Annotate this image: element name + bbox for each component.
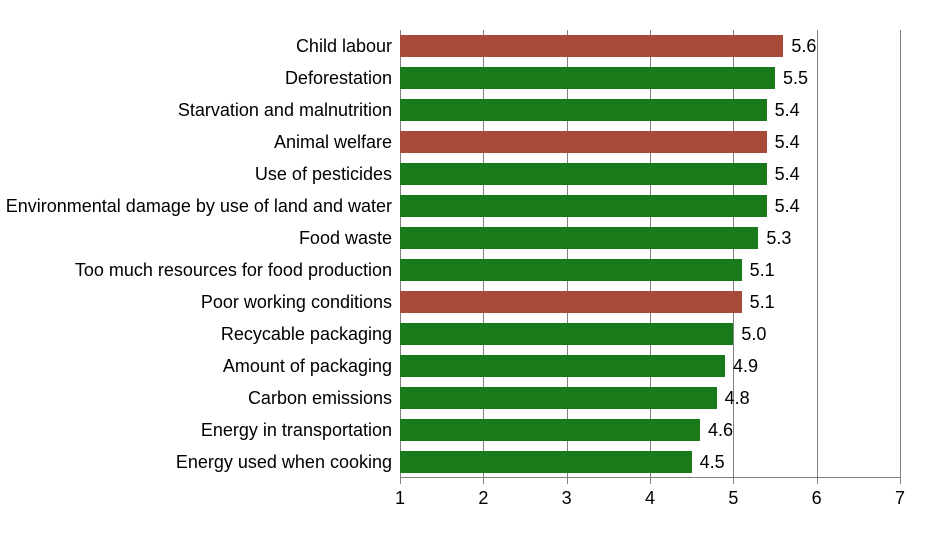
bar <box>400 67 775 89</box>
value-label: 5.4 <box>767 164 800 185</box>
value-label: 4.6 <box>700 420 733 441</box>
category-label: Deforestation <box>285 68 400 89</box>
bar-row: Carbon emissions4.8 <box>400 387 900 409</box>
bar <box>400 355 725 377</box>
bar-row: Use of pesticides5.4 <box>400 163 900 185</box>
bar <box>400 195 767 217</box>
bar <box>400 35 783 57</box>
bar-row: Too much resources for food production5.… <box>400 259 900 281</box>
value-label: 5.1 <box>742 260 775 281</box>
bar-row: Energy in transportation4.6 <box>400 419 900 441</box>
bar-row: Deforestation5.5 <box>400 67 900 89</box>
bar-row: Child labour5.6 <box>400 35 900 57</box>
bar <box>400 451 692 473</box>
bar-row: Animal welfare5.4 <box>400 131 900 153</box>
category-label: Environmental damage by use of land and … <box>6 196 400 217</box>
x-tick-mark <box>400 478 401 484</box>
x-tick-mark <box>817 478 818 484</box>
category-label: Recycable packaging <box>221 324 400 345</box>
gridline <box>400 30 401 478</box>
category-label: Energy used when cooking <box>176 452 400 473</box>
bar-row: Energy used when cooking4.5 <box>400 451 900 473</box>
value-label: 5.4 <box>767 100 800 121</box>
x-tick-label: 2 <box>478 488 488 509</box>
bar-row: Starvation and malnutrition5.4 <box>400 99 900 121</box>
bar-row: Food waste5.3 <box>400 227 900 249</box>
bar <box>400 131 767 153</box>
category-label: Child labour <box>296 36 400 57</box>
value-label: 5.3 <box>758 228 791 249</box>
category-label: Starvation and malnutrition <box>178 100 400 121</box>
value-label: 4.5 <box>692 452 725 473</box>
x-tick-mark <box>733 478 734 484</box>
value-label: 5.6 <box>783 36 816 57</box>
x-tick-mark <box>483 478 484 484</box>
category-label: Amount of packaging <box>223 356 400 377</box>
category-label: Use of pesticides <box>255 164 400 185</box>
bar <box>400 163 767 185</box>
bar-row: Poor working conditions5.1 <box>400 291 900 313</box>
value-label: 5.4 <box>767 132 800 153</box>
gridline <box>900 30 901 478</box>
bar <box>400 291 742 313</box>
category-label: Too much resources for food production <box>75 260 400 281</box>
x-tick-label: 6 <box>812 488 822 509</box>
category-label: Animal welfare <box>274 132 400 153</box>
category-label: Carbon emissions <box>248 388 400 409</box>
gridline <box>733 30 734 478</box>
category-label: Energy in transportation <box>201 420 400 441</box>
value-label: 5.4 <box>767 196 800 217</box>
bar-row: Environmental damage by use of land and … <box>400 195 900 217</box>
gridline <box>817 30 818 478</box>
x-tick-label: 1 <box>395 488 405 509</box>
value-label: 4.8 <box>717 388 750 409</box>
x-tick-label: 4 <box>645 488 655 509</box>
category-label: Poor working conditions <box>201 292 400 313</box>
bar-row: Recycable packaging5.0 <box>400 323 900 345</box>
bar <box>400 227 758 249</box>
x-tick-mark <box>567 478 568 484</box>
value-label: 5.5 <box>775 68 808 89</box>
bar-row: Amount of packaging4.9 <box>400 355 900 377</box>
x-tick-label: 7 <box>895 488 905 509</box>
x-tick-mark <box>650 478 651 484</box>
gridline <box>650 30 651 478</box>
x-tick-label: 3 <box>562 488 572 509</box>
value-label: 5.0 <box>733 324 766 345</box>
category-label: Food waste <box>299 228 400 249</box>
bar <box>400 259 742 281</box>
bar <box>400 387 717 409</box>
x-tick-label: 5 <box>728 488 738 509</box>
gridline <box>483 30 484 478</box>
value-label: 4.9 <box>725 356 758 377</box>
value-label: 5.1 <box>742 292 775 313</box>
x-tick-mark <box>900 478 901 484</box>
gridline <box>567 30 568 478</box>
bar <box>400 323 733 345</box>
bar <box>400 99 767 121</box>
chart-container: 1234567 Child labour5.6Deforestation5.5S… <box>20 20 921 513</box>
bar <box>400 419 700 441</box>
